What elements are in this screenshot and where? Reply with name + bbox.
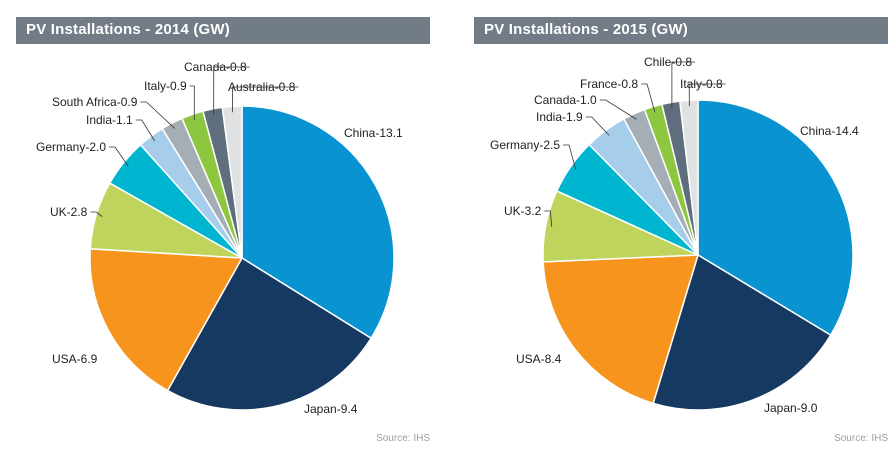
slice-label-chile: Chile-0.8: [644, 55, 692, 69]
slice-label-south-africa: South Africa-0.9: [52, 95, 138, 109]
leader-line: [109, 146, 129, 167]
pie-chart-2015: China-14.4 Japan-9.0 USA-8.4 UK-3.2 Germany-…: [490, 55, 859, 415]
leader-line: [641, 83, 656, 113]
leader-line: [135, 119, 156, 142]
chart-panel-2015: PV Installations - 2015 (GW) China-14.4 J…: [458, 0, 888, 451]
slice-label-germany: Germany-2.5: [490, 138, 560, 152]
leader-line: [563, 144, 577, 170]
slice-label-italy: Italy-0.9: [144, 79, 187, 93]
pie-slice-usa: [542, 254, 700, 405]
leader-line: [189, 85, 195, 121]
slice-label-canada: Canada-1.0: [534, 93, 597, 107]
pie-slice-japan: [166, 256, 373, 411]
slice-label-germany: Germany-2.0: [36, 140, 106, 154]
chart-source: Source: IHS: [376, 433, 430, 444]
chart-title: PV Installations - 2015 (GW): [484, 21, 688, 38]
chart-source: Source: IHS: [834, 433, 888, 444]
slice-label-france: France-0.8: [580, 77, 638, 91]
pie-slice-usa: [89, 247, 244, 392]
leader-line: [585, 116, 610, 136]
pie-chart-2014: China-13.1 Japan-9.4 USA-6.9 UK-2.8 Germany-…: [36, 60, 403, 416]
leader-line: [213, 66, 250, 115]
chart-title-bar: PV Installations - 2015 (GW): [474, 17, 888, 44]
leader-line: [688, 83, 726, 107]
leader-line: [232, 86, 299, 113]
slice-label-japan: Japan-9.0: [764, 401, 818, 415]
pie-slice-china: [241, 105, 395, 340]
slice-label-uk: UK-2.8: [50, 205, 88, 219]
chart-title-bar: PV Installations - 2014 (GW): [16, 17, 430, 44]
chart-title: PV Installations - 2014 (GW): [26, 21, 230, 38]
leader-line: [599, 99, 637, 120]
leader-line: [544, 210, 553, 227]
slice-label-usa: USA-6.9: [52, 352, 98, 366]
slice-label-japan: Japan-9.4: [304, 402, 358, 416]
slice-label-china: China-13.1: [344, 126, 403, 140]
leader-line: [671, 61, 696, 109]
chart-panel-2014: PV Installations - 2014 (GW) China-13.1 J…: [0, 0, 430, 451]
slice-label-india: India-1.9: [536, 110, 583, 124]
pie-slice-japan: [652, 253, 832, 411]
slice-label-uk: UK-3.2: [504, 204, 542, 218]
leader-line: [140, 101, 175, 129]
leader-line: [90, 211, 103, 217]
pie-slice-china: [697, 99, 854, 337]
slice-label-usa: USA-8.4: [516, 352, 562, 366]
slice-label-india: India-1.1: [86, 113, 133, 127]
slice-label-china: China-14.4: [800, 124, 859, 138]
